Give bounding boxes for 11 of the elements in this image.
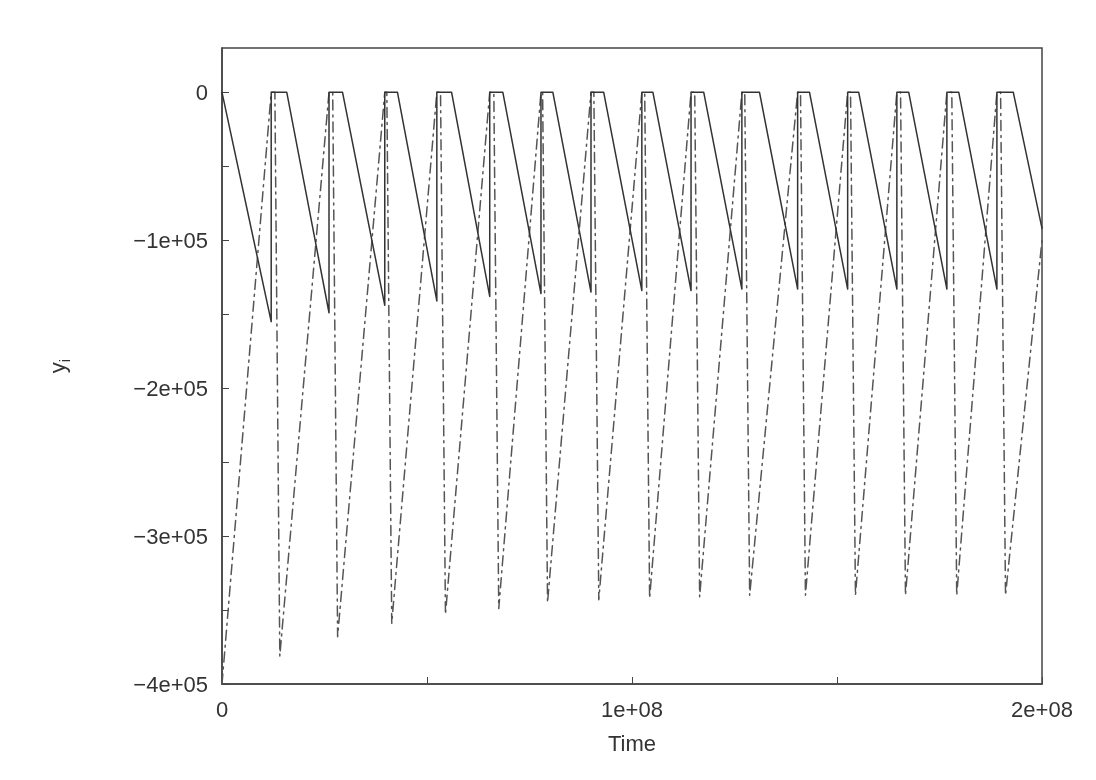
y-tick-label: −3e+05 [133,523,208,549]
x-tick-label: 1e+08 [601,696,663,722]
y-tick-label: −2e+05 [133,375,208,401]
line-series [221,91,1043,323]
x-tick-label: 2e+08 [1011,696,1073,722]
y-tick-label: 0 [195,79,208,105]
x-axis-title: Time [607,730,657,756]
y-axis-title: yi [45,358,73,374]
y-tick-label: −1e+05 [133,227,208,253]
y-tick-label: −4e+05 [133,671,208,697]
x-tick-label: 0 [215,696,229,722]
